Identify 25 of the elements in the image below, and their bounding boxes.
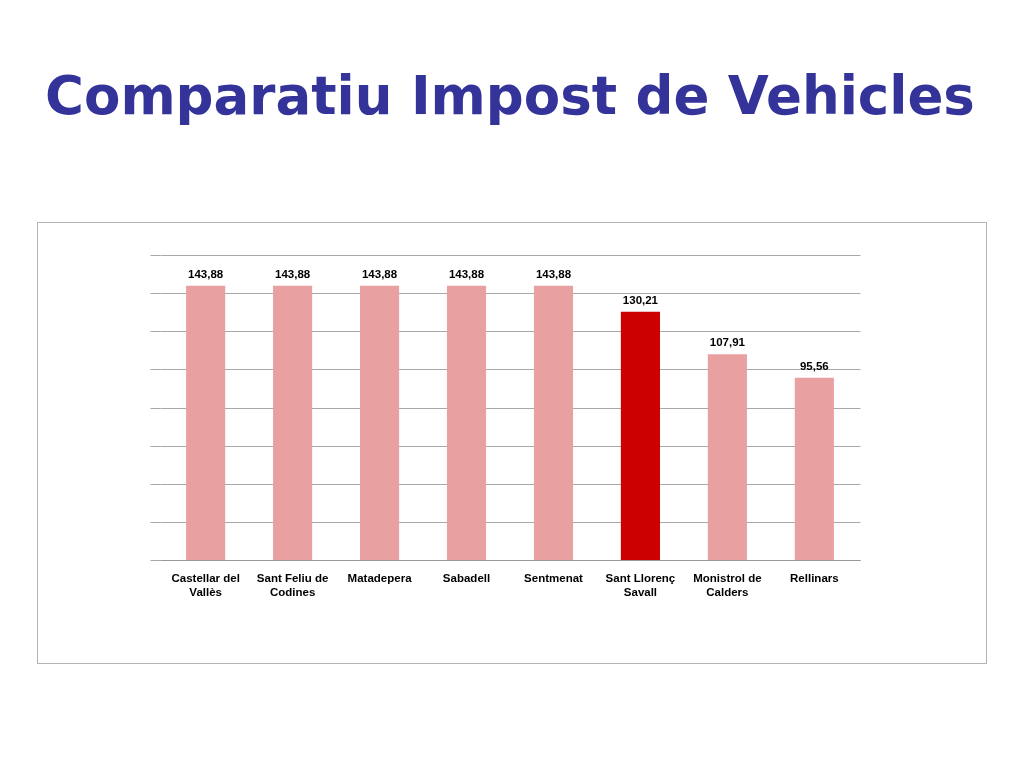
data-label: 95,56 bbox=[799, 359, 829, 372]
bar bbox=[446, 285, 487, 560]
bar bbox=[186, 285, 226, 560]
data-label: 143,88 bbox=[448, 267, 485, 280]
x-tick-label: Matadepera bbox=[347, 571, 413, 584]
x-tick-label: Sentmenat bbox=[524, 571, 584, 584]
bar bbox=[533, 285, 574, 560]
data-label: 143,88 bbox=[188, 267, 224, 280]
x-tick-label: Sabadell bbox=[442, 571, 491, 584]
x-tick-label: Sant Llorenç Savall bbox=[605, 571, 676, 598]
data-label: 143,88 bbox=[275, 267, 311, 280]
x-tick-label: Monistrol de Calders bbox=[693, 571, 762, 598]
bar bbox=[360, 285, 400, 560]
bar bbox=[620, 311, 660, 560]
data-label: 130,21 bbox=[622, 293, 659, 306]
bar bbox=[707, 354, 747, 560]
x-tick-label: Sant Feliu de Codines bbox=[256, 571, 329, 598]
data-label: 143,88 bbox=[535, 267, 572, 280]
bar bbox=[794, 377, 834, 560]
bar bbox=[273, 285, 313, 560]
x-tick-label: Rellinars bbox=[790, 571, 839, 584]
data-label: 143,88 bbox=[361, 267, 398, 280]
x-tick-label: Castellar del Vallès bbox=[171, 571, 240, 598]
chart-title: Comparatiu Impost de Vehicles bbox=[45, 64, 975, 126]
data-label: 107,91 bbox=[709, 336, 746, 349]
